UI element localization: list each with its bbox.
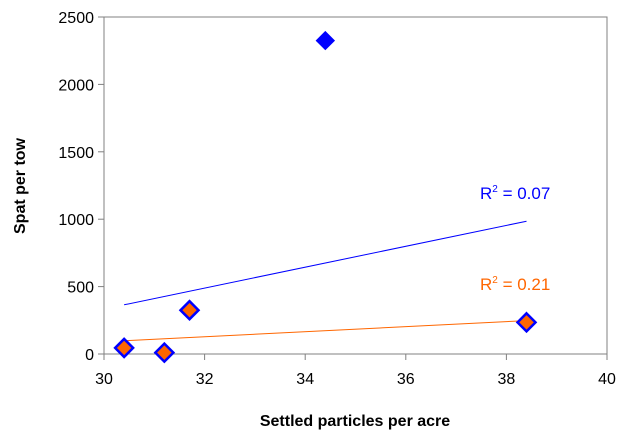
trendline-series-2 — [124, 320, 527, 342]
r-squared-label-series-2: R2 = 0.21 — [480, 275, 550, 294]
data-point-series-2 — [153, 341, 176, 364]
x-tick-label: 36 — [397, 371, 415, 388]
y-tick-label: 2500 — [58, 10, 94, 27]
trendline-series-1 — [124, 220, 527, 306]
x-tick-label: 34 — [296, 371, 314, 388]
y-tick-label: 1000 — [58, 212, 94, 229]
data-point-series-2 — [178, 299, 201, 321]
data-point-series-1 — [315, 30, 336, 51]
y-tick-label: 500 — [67, 280, 94, 297]
y-tick-label: 2000 — [58, 77, 94, 94]
y-axis-title: Spat per tow — [12, 137, 29, 234]
x-axis-title: Settled particles per acre — [260, 413, 450, 430]
plot-area — [103, 16, 608, 355]
data-point-series-2 — [113, 337, 135, 359]
x-tick-label: 32 — [196, 371, 214, 388]
x-tick-label: 40 — [598, 371, 616, 388]
x-tick-label: 30 — [95, 371, 113, 388]
r-squared-label-series-1: R2 = 0.07 — [480, 184, 550, 203]
data-point-series-2 — [515, 311, 538, 334]
y-tick-label: 1500 — [58, 145, 94, 162]
x-tick-label: 38 — [498, 371, 516, 388]
y-tick-label: 0 — [85, 347, 94, 364]
